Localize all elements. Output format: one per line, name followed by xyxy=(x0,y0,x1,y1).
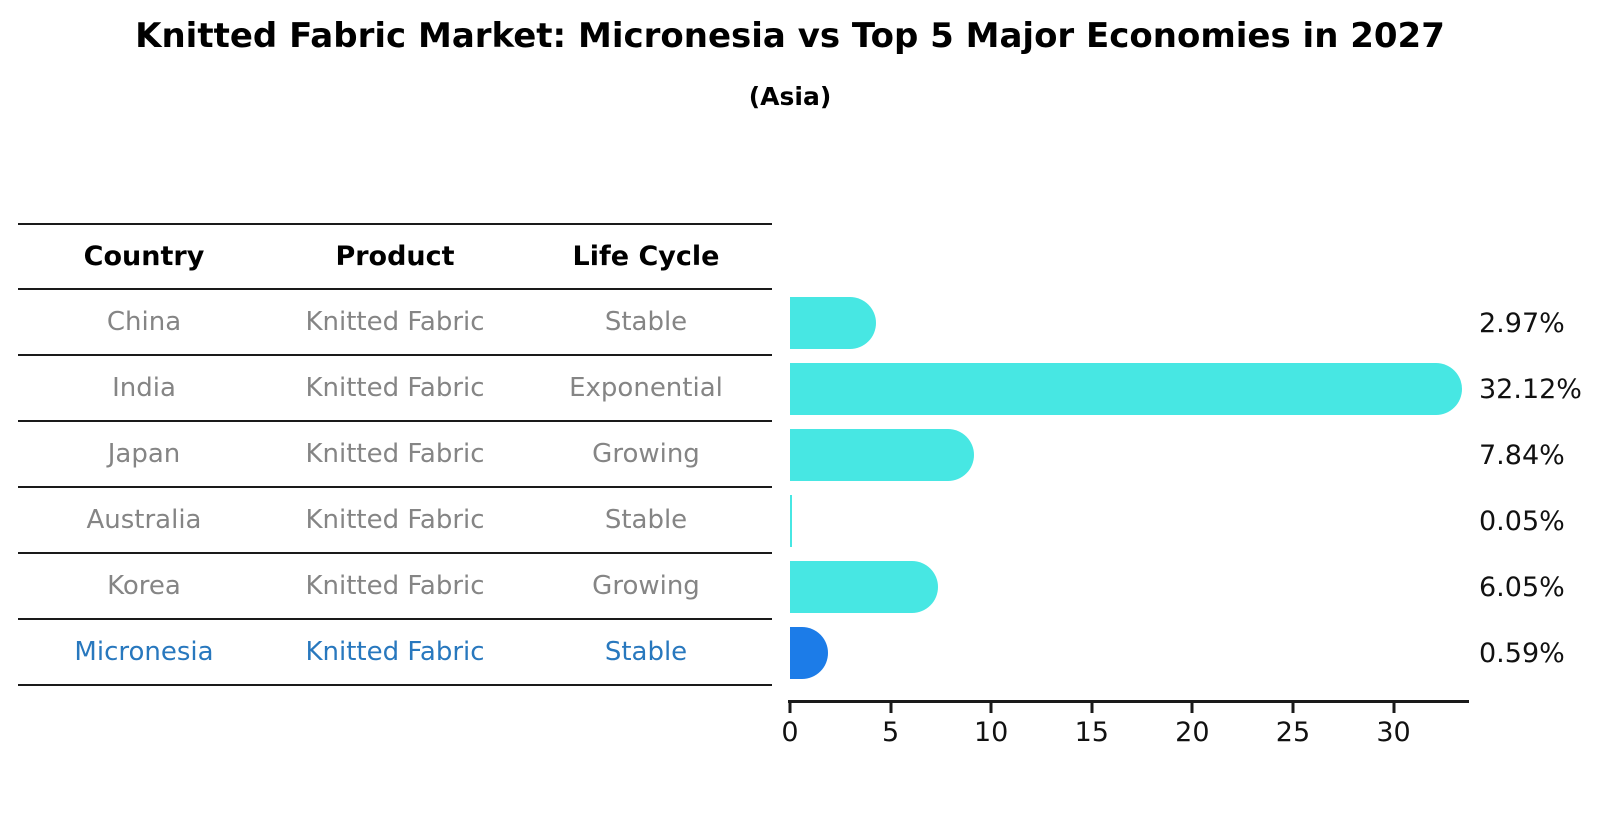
cell-life-cycle: Growing xyxy=(592,571,700,601)
cell-product: Knitted Fabric xyxy=(305,307,485,337)
table-row: India Knitted Fabric Exponential xyxy=(18,356,772,422)
bar-india xyxy=(790,363,1463,415)
cell-country: China xyxy=(106,307,182,337)
country-table: Country Product Life Cycle China Knitted… xyxy=(18,223,772,686)
value-label-india: 32.12% xyxy=(1479,373,1582,405)
bar-japan xyxy=(790,429,974,481)
x-tick-label: 10 xyxy=(973,717,1009,748)
cell-life-cycle: Stable xyxy=(604,307,688,337)
cell-country: India xyxy=(112,373,176,403)
bar-korea xyxy=(790,561,938,613)
x-tick-mark xyxy=(1392,703,1396,713)
cell-product: Knitted Fabric xyxy=(305,373,485,403)
table-row: Japan Knitted Fabric Growing xyxy=(18,422,772,488)
bar-china xyxy=(790,297,876,349)
cell-country: Japan xyxy=(107,439,181,469)
cell-product: Knitted Fabric xyxy=(305,571,485,601)
bar-australia xyxy=(790,495,792,547)
table-row: Australia Knitted Fabric Stable xyxy=(18,488,772,554)
x-tick-mark xyxy=(989,703,993,713)
cell-product: Knitted Fabric xyxy=(305,505,485,535)
cell-country: Micronesia xyxy=(74,637,214,667)
x-tick-label: 5 xyxy=(881,717,900,748)
value-label-australia: 0.05% xyxy=(1479,505,1565,537)
x-tick-label: 0 xyxy=(781,717,799,748)
value-labels-column: 2.97% 32.12% 7.84% 0.05% 6.05% 0.59% xyxy=(1479,290,1599,686)
cell-life-cycle: Stable xyxy=(604,637,688,667)
x-tick-mark xyxy=(1090,703,1094,713)
cell-life-cycle: Exponential xyxy=(569,373,723,403)
value-label-japan: 7.84% xyxy=(1479,439,1565,471)
value-label-korea: 6.05% xyxy=(1479,571,1565,603)
x-axis-ticks: 0 5 10 15 20 25 30 xyxy=(781,703,1468,763)
cell-life-cycle: Stable xyxy=(604,505,688,535)
x-tick-mark xyxy=(889,703,893,713)
chart-title: Knitted Fabric Market: Micronesia vs Top… xyxy=(135,16,1445,56)
x-tick-label: 15 xyxy=(1074,717,1109,748)
x-tick-mark xyxy=(788,703,792,713)
cell-product: Knitted Fabric xyxy=(305,439,485,469)
x-tick-label: 20 xyxy=(1175,717,1210,748)
table-header-row: Country Product Life Cycle xyxy=(18,223,772,290)
header-country: Country xyxy=(83,241,205,272)
value-label-micronesia: 0.59% xyxy=(1479,637,1565,669)
x-tick-mark xyxy=(1190,703,1194,713)
bar-micronesia xyxy=(790,627,828,679)
cell-life-cycle: Growing xyxy=(592,439,700,469)
table-row-micronesia-highlighted: Micronesia Knitted Fabric Stable xyxy=(18,620,772,686)
x-tick-label: 25 xyxy=(1275,717,1311,748)
x-axis-line xyxy=(788,700,1469,703)
header-product: Product xyxy=(335,241,455,272)
table-row: China Knitted Fabric Stable xyxy=(18,290,772,356)
header-life-cycle: Life Cycle xyxy=(572,241,720,272)
x-tick-mark xyxy=(1291,703,1295,713)
cell-country: Australia xyxy=(86,505,202,535)
value-label-china: 2.97% xyxy=(1479,307,1565,339)
chart-subtitle: (Asia) xyxy=(748,82,832,111)
bar-plot-area xyxy=(790,290,1468,686)
cell-country: Korea xyxy=(107,571,181,601)
table-row: Korea Knitted Fabric Growing xyxy=(18,554,772,620)
x-tick-label: 30 xyxy=(1376,717,1411,748)
cell-product: Knitted Fabric xyxy=(305,637,485,667)
